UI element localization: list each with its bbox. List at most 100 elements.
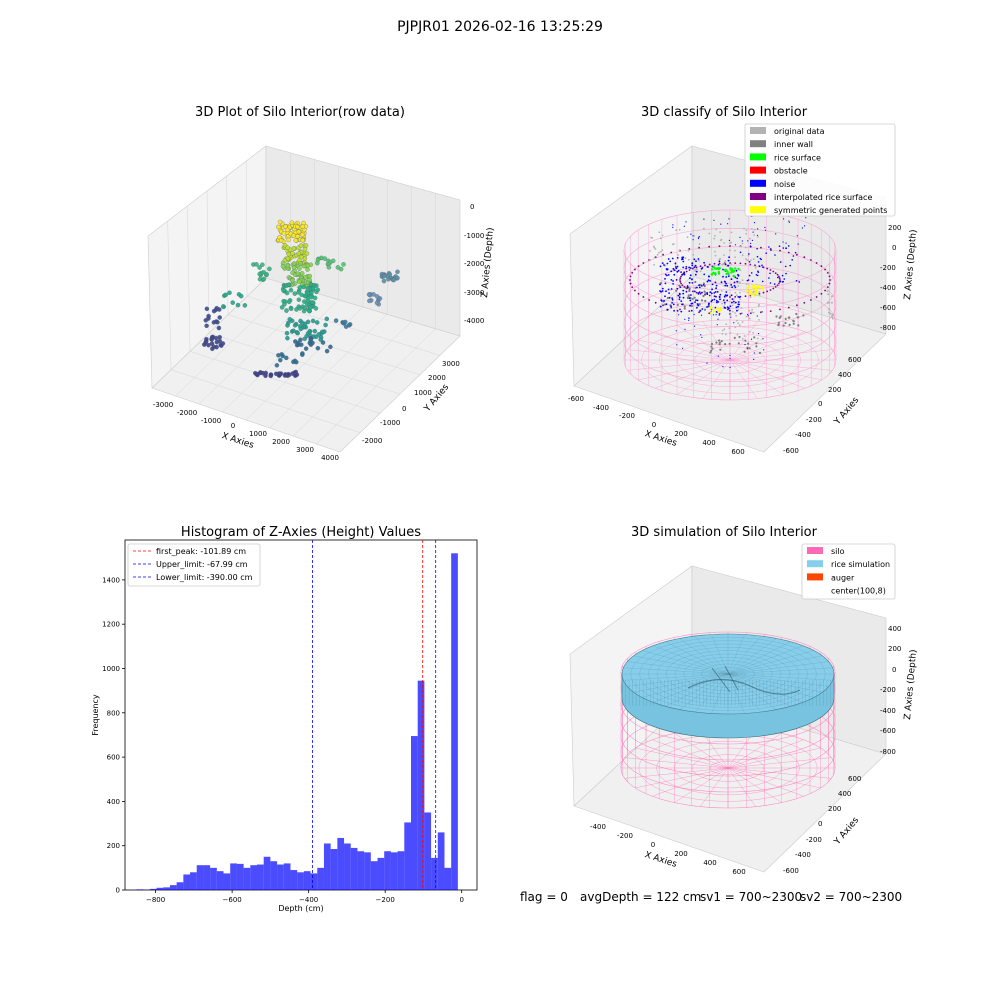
class-point <box>698 236 701 238</box>
y-tick: -200 <box>806 836 822 844</box>
class-point <box>747 259 749 261</box>
class-point <box>729 366 731 369</box>
x-tick: 200 <box>674 850 687 858</box>
raw-point <box>391 277 397 283</box>
class-point <box>754 292 757 295</box>
class-point <box>666 308 669 311</box>
class-point <box>717 301 720 303</box>
x-tick: 1000 <box>249 430 267 438</box>
class-point <box>670 270 673 273</box>
raw-point <box>291 328 296 334</box>
raw-point <box>263 373 268 379</box>
class-point <box>654 301 657 304</box>
class-point <box>733 336 736 339</box>
raw-point <box>278 357 283 363</box>
raw-point <box>387 272 393 277</box>
class-point <box>694 264 697 267</box>
y-tick: -200 <box>806 416 822 424</box>
z-tick: -400 <box>880 707 896 715</box>
silo-floor-ring <box>712 353 748 367</box>
x-tick-label: 0 <box>459 896 463 904</box>
histogram-bar <box>257 864 264 890</box>
class-point <box>688 248 691 250</box>
class-point <box>741 242 744 245</box>
y-tick-label: 200 <box>107 842 120 850</box>
class-point <box>690 309 693 312</box>
class-point <box>693 313 695 316</box>
x-tick: 400 <box>703 859 716 867</box>
class-point <box>686 296 690 300</box>
class-point <box>729 245 731 247</box>
class-point <box>741 254 744 257</box>
class-point <box>711 299 714 302</box>
class-point <box>699 265 702 268</box>
class-point <box>785 272 787 275</box>
raw-point <box>313 306 319 311</box>
class-point <box>689 274 692 277</box>
class-point <box>731 286 733 288</box>
class-point <box>751 308 753 311</box>
class-point <box>724 343 727 346</box>
class-point <box>714 250 716 253</box>
class-point <box>772 287 775 290</box>
class-point <box>668 296 671 299</box>
class-point <box>731 310 734 313</box>
class-point <box>792 322 795 325</box>
class-point <box>758 294 761 296</box>
legend-swatch <box>750 166 766 174</box>
class-point <box>661 262 664 264</box>
raw-point <box>290 251 295 256</box>
z-tick: -4000 <box>464 317 484 325</box>
class-point <box>687 249 690 252</box>
histogram-bar <box>390 852 398 890</box>
y-tick: 400 <box>838 371 851 379</box>
histogram-bar <box>350 847 358 890</box>
class-point <box>759 257 762 260</box>
class-point <box>706 306 708 308</box>
histogram-bar <box>444 867 452 890</box>
panel-raw-data: 3D Plot of Silo Interior(row data) -3000… <box>147 105 496 462</box>
x-tick: 3000 <box>296 446 314 454</box>
class-point <box>698 286 701 289</box>
class-point <box>795 280 798 282</box>
class-point <box>676 257 679 259</box>
class-point <box>733 322 735 324</box>
histogram-bar <box>223 873 231 890</box>
class-point <box>734 301 737 304</box>
class-point <box>703 273 706 276</box>
class-point <box>729 249 731 252</box>
histogram-bar <box>330 849 338 890</box>
class-point <box>723 280 726 283</box>
raw-point <box>260 262 265 267</box>
class-point <box>671 257 674 260</box>
class-point <box>682 256 685 259</box>
panel-sim-zticks: 400 200 0 -200 -400 -600 -800 <box>880 625 901 756</box>
class-point <box>678 228 681 231</box>
class-point <box>691 297 694 300</box>
histogram-bar <box>210 867 217 890</box>
raw-point <box>308 282 313 287</box>
raw-point <box>221 304 226 309</box>
y-tick: -400 <box>795 431 811 439</box>
histogram-bar <box>149 888 157 890</box>
class-point <box>740 307 743 309</box>
class-point <box>831 313 834 316</box>
silo-floor-ring <box>656 741 800 795</box>
class-point <box>733 302 736 304</box>
class-point <box>719 293 722 296</box>
class-point <box>739 291 741 294</box>
panel-histogram: Histogram of Z-Axies (Height) Values −80… <box>91 525 478 913</box>
legend-label: rice simulation <box>831 560 890 569</box>
y-tick-label: 1200 <box>102 621 120 629</box>
raw-point <box>307 308 312 314</box>
class-point <box>697 258 700 260</box>
histogram-bar <box>424 812 432 890</box>
class-point <box>749 296 752 298</box>
class-point <box>748 309 751 312</box>
class-point <box>802 314 805 317</box>
class-point <box>660 290 662 293</box>
raw-point <box>286 299 292 305</box>
class-point <box>713 298 716 301</box>
histogram-xticks: −800 −600 −400 −200 0 <box>146 890 464 904</box>
class-point <box>715 287 717 290</box>
